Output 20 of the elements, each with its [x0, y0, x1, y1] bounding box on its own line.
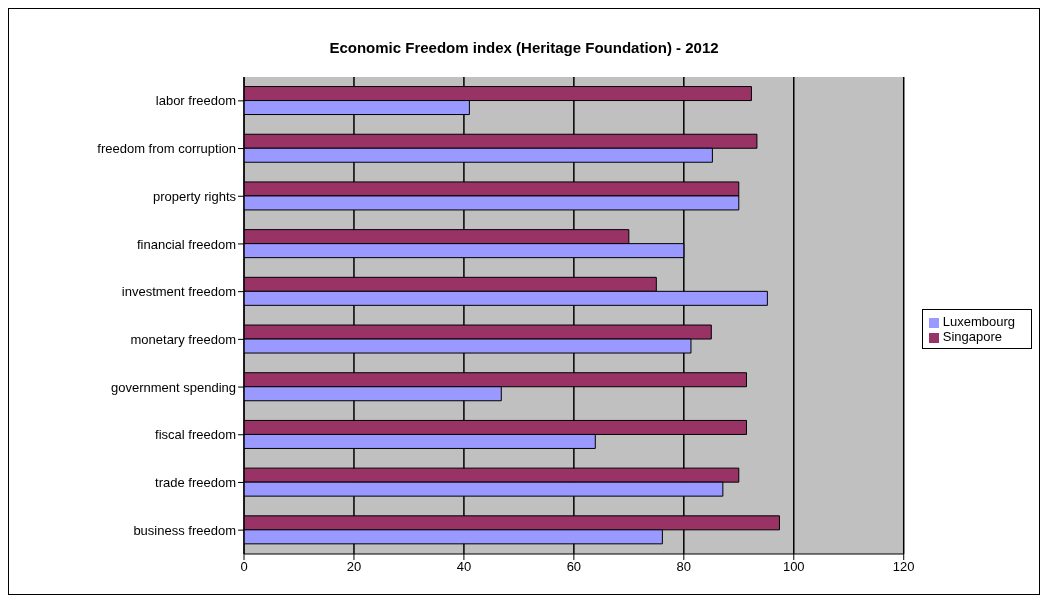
y-tick-label: trade freedom	[155, 475, 236, 491]
legend-label: Luxembourg	[942, 314, 1015, 329]
y-tick-label: freedom from corruption	[97, 141, 236, 157]
x-tick-label: 80	[676, 559, 692, 575]
x-tick-label: 100	[782, 559, 805, 575]
y-tick-label: property rights	[152, 188, 237, 204]
x-tick-label: 40	[456, 559, 472, 575]
y-tick-label: fiscal freedom	[155, 427, 236, 443]
y-tick-label: labor freedom	[155, 93, 236, 109]
x-tick-label: 120	[892, 559, 915, 575]
x-tick-label: 20	[346, 559, 362, 575]
chart-title: Economic Freedom index (Heritage Foundation) - 2012	[328, 38, 720, 58]
y-tick-label: financial freedom	[137, 236, 236, 252]
y-tick-label: business freedom	[133, 522, 236, 538]
y-tick-label: government spending	[110, 379, 236, 395]
legend-label: Singapore	[942, 329, 1002, 344]
y-tick-label: investment freedom	[121, 284, 236, 300]
x-tick-label: 60	[566, 559, 582, 575]
x-tick-label: 0	[240, 559, 248, 575]
y-tick-label: monetary freedom	[130, 331, 236, 347]
